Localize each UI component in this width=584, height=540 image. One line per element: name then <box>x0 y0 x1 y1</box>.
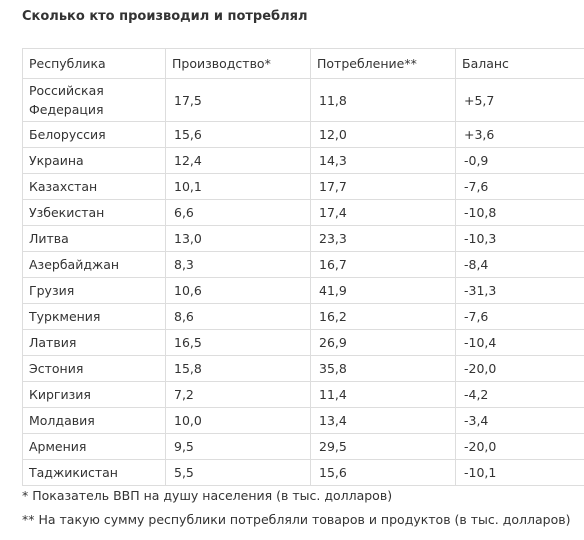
cell: 12,4 <box>165 147 311 174</box>
cell: 12,0 <box>310 121 456 148</box>
title: Сколько кто производил и потреблял <box>22 9 308 24</box>
cell: -10,4 <box>455 329 584 356</box>
cell: 5,5 <box>165 459 311 486</box>
row-label: Казахстан <box>22 173 166 200</box>
cell: -8,4 <box>455 251 584 278</box>
cell: 10,1 <box>165 173 311 200</box>
row-label: Киргизия <box>22 381 166 408</box>
table-row: Туркмения 8,6 16,2 -7,6 <box>22 303 584 330</box>
cell: 16,2 <box>310 303 456 330</box>
cell: -20,0 <box>455 355 584 382</box>
cell: -0,9 <box>455 147 584 174</box>
row-label: Литва <box>22 225 166 252</box>
cell: -4,2 <box>455 381 584 408</box>
cell: 6,6 <box>165 199 311 226</box>
cell: 9,5 <box>165 433 311 460</box>
table-row: Азербайджан 8,3 16,7 -8,4 <box>22 251 584 278</box>
cell: 13,0 <box>165 225 311 252</box>
cell: +3,6 <box>455 121 584 148</box>
row-label: Армения <box>22 433 166 460</box>
cell: 10,0 <box>165 407 311 434</box>
cell: 14,3 <box>310 147 456 174</box>
cell: 15,6 <box>165 121 311 148</box>
row-label: Таджикистан <box>22 459 166 486</box>
cell: 41,9 <box>310 277 456 304</box>
cell: -7,6 <box>455 303 584 330</box>
footnote: * Показатель ВВП на душу населения (в ты… <box>22 488 393 503</box>
table-row: Латвия 16,5 26,9 -10,4 <box>22 329 584 356</box>
header-cell: Республика <box>22 48 166 79</box>
cell: -10,8 <box>455 199 584 226</box>
cell: 7,2 <box>165 381 311 408</box>
cell: 11,4 <box>310 381 456 408</box>
cell: -10,1 <box>455 459 584 486</box>
cell: 17,4 <box>310 199 456 226</box>
cell: 16,5 <box>165 329 311 356</box>
cell: 23,3 <box>310 225 456 252</box>
row-label: Молдавия <box>22 407 166 434</box>
cell: 35,8 <box>310 355 456 382</box>
footnote: ** На такую сумму республики потребляли … <box>22 512 571 527</box>
cell: -20,0 <box>455 433 584 460</box>
table-row: Киргизия 7,2 11,4 -4,2 <box>22 381 584 408</box>
table-row: Грузия 10,6 41,9 -31,3 <box>22 277 584 304</box>
cell: -3,4 <box>455 407 584 434</box>
table-row: Казахстан 10,1 17,7 -7,6 <box>22 173 584 200</box>
header-cell: Баланс <box>455 48 584 79</box>
table: Республика Производство* Потребление** Бала… <box>22 48 584 486</box>
table-row: Белоруссия 15,6 12,0 +3,6 <box>22 121 584 148</box>
row-label: Узбекистан <box>22 199 166 226</box>
cell: 8,3 <box>165 251 311 278</box>
cell: +5,7 <box>455 78 584 122</box>
header-cell: Производство* <box>165 48 311 79</box>
header-cell: Потребление** <box>310 48 456 79</box>
cell: 26,9 <box>310 329 456 356</box>
row-label: Туркмения <box>22 303 166 330</box>
cell: 11,8 <box>310 78 456 122</box>
table-row: Молдавия 10,0 13,4 -3,4 <box>22 407 584 434</box>
row-label: Белоруссия <box>22 121 166 148</box>
table-row: Российская Федерация 17,5 11,8 +5,7 <box>22 78 584 122</box>
table-row: Эстония 15,8 35,8 -20,0 <box>22 355 584 382</box>
cell: -10,3 <box>455 225 584 252</box>
cell: 13,4 <box>310 407 456 434</box>
cell: 15,8 <box>165 355 311 382</box>
cell: 10,6 <box>165 277 311 304</box>
row-label: Латвия <box>22 329 166 356</box>
table-row: Украина 12,4 14,3 -0,9 <box>22 147 584 174</box>
cell: 29,5 <box>310 433 456 460</box>
cell: 17,5 <box>165 78 311 122</box>
row-label: Эстония <box>22 355 166 382</box>
table-body: Республика Производство* Потребление** Бала… <box>22 48 584 486</box>
cell: 15,6 <box>310 459 456 486</box>
table-row: Литва 13,0 23,3 -10,3 <box>22 225 584 252</box>
row-label: Азербайджан <box>22 251 166 278</box>
cell: 16,7 <box>310 251 456 278</box>
row-label: Грузия <box>22 277 166 304</box>
row-label: Украина <box>22 147 166 174</box>
table-row: Таджикистан 5,5 15,6 -10,1 <box>22 459 584 486</box>
cell: 8,6 <box>165 303 311 330</box>
table-row: Узбекистан 6,6 17,4 -10,8 <box>22 199 584 226</box>
row-label: Российская Федерация <box>22 78 166 122</box>
header-row: Республика Производство* Потребление** Бала… <box>22 48 584 79</box>
cell: 17,7 <box>310 173 456 200</box>
cell: -7,6 <box>455 173 584 200</box>
cell: -31,3 <box>455 277 584 304</box>
table-row: Армения 9,5 29,5 -20,0 <box>22 433 584 460</box>
